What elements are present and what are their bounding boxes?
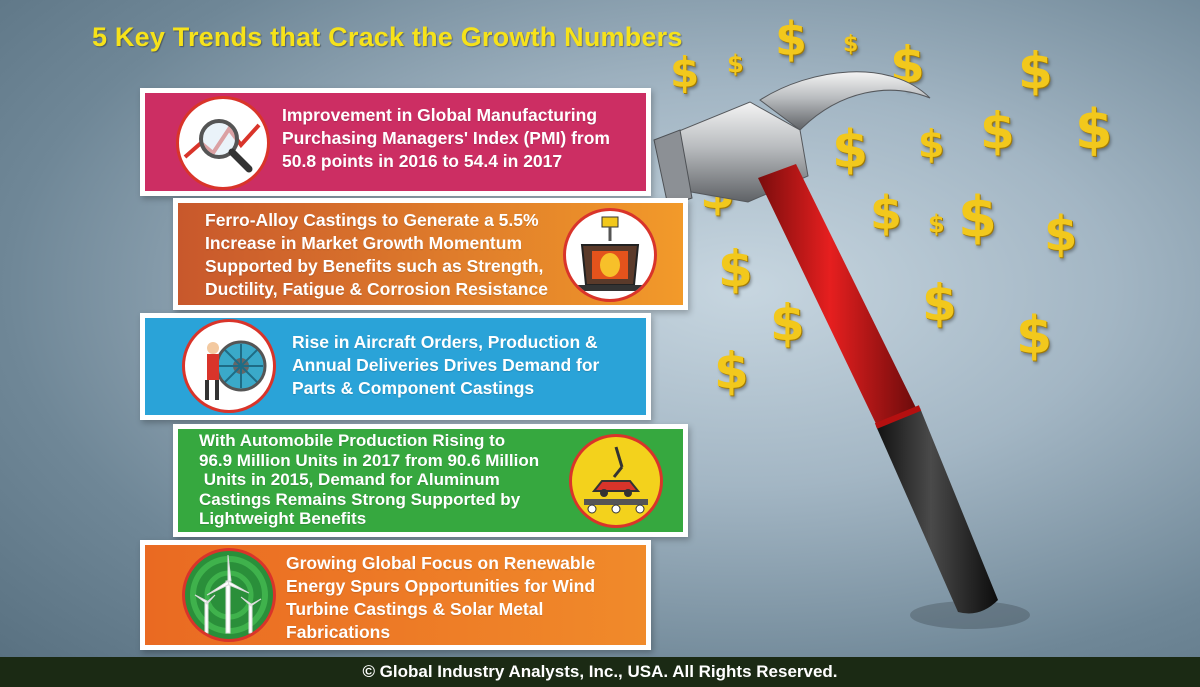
trend-4-line-5: Lightweight Benefits [199,509,367,528]
trend-3-line-3: Parts & Component Castings [292,378,535,398]
dollar-sign-icon: $ [922,274,957,332]
dollar-sign-icon: $ [775,12,808,66]
aircraft-engine-worker-icon [205,340,267,400]
trend-4-line-1: With Automobile Production Rising to [199,431,506,450]
trend-4-line-4: Castings Remains Strong Supported by [199,489,521,509]
dollar-sign-icon: $ [714,342,749,400]
page-title: 5 Key Trends that Crack the Growth Numbe… [92,22,683,52]
dollar-sign-icon: $ [870,186,903,240]
dollar-sign-icon: $ [843,32,859,57]
trend-card-4: With Automobile Production Rising to 96.… [173,424,688,537]
dollar-sign-icon: $ [727,50,744,78]
trend-2-line-1: Ferro-Alloy Castings to Generate a 5.5% [205,210,539,230]
dollar-sign-icon: $ [1018,42,1053,100]
trend-5-icon-circle [182,548,276,642]
wind-turbine-icon [190,554,268,634]
dollar-sign-icon: $ [928,210,945,238]
dollar-sign-icon: $ [718,240,753,298]
trend-5-line-3: Turbine Castings & Solar Metal [286,599,544,619]
dollar-sign-icon: $ [980,102,1015,160]
trend-5-line-2: Energy Spurs Opportunities for Wind [286,576,596,596]
trend-card-5: Growing Global Focus on Renewable Energy… [140,540,651,650]
trend-2-icon-circle [563,208,657,302]
dollar-sign-icon: $ [958,185,997,250]
trend-3-line-1: Rise in Aircraft Orders, Production & [292,332,598,352]
dollar-sign-icon: $ [670,48,700,97]
dollar-sign-icon: $ [1075,98,1113,161]
trend-4-line-3: Units in 2015, Demand for Aluminum [199,470,500,489]
trend-card-1: Improvement in Global Manufacturing Purc… [140,88,651,196]
trend-1-icon-circle [176,96,270,190]
trend-2-line-3: Supported by Benefits such as Strength, [205,256,544,276]
dollar-sign-icon: $ [770,294,805,352]
trend-2-line-4: Ductility, Fatigue & Corrosion Resistanc… [205,279,548,299]
trend-1-line-3: 50.8 points in 2016 to 54.4 in 2017 [282,151,563,171]
car-assembly-line-icon [584,446,648,514]
copyright-footer: © Global Industry Analysts, Inc., USA. A… [0,657,1200,687]
trend-3-line-2: Annual Deliveries Drives Demand for [292,355,600,375]
trend-card-3: Rise in Aircraft Orders, Production & An… [140,313,651,420]
hammer-icon [653,71,1030,629]
trend-3-icon-circle [182,319,276,413]
dollar-sign-icon: $ [832,120,869,180]
dollar-sign-icon: $ [1044,206,1078,262]
trend-4-icon-circle [569,434,663,528]
trend-card-2: Ferro-Alloy Castings to Generate a 5.5% … [173,198,688,310]
trend-5-line-1: Growing Global Focus on Renewable [286,553,596,573]
dollar-sign-icon: $ [1016,306,1053,366]
magnifier-chart-icon [183,119,261,173]
trend-5-line-4: Fabrications [286,622,391,642]
dollar-sign-icon: $ [918,122,945,166]
trend-2-line-2: Increase in Market Growth Momentum [205,233,523,253]
trend-1-line-1: Improvement in Global Manufacturing [282,105,598,125]
foundry-furnace-icon [576,216,644,291]
trend-1-line-2: Purchasing Managers' Index (PMI) from [282,128,610,148]
trend-4-line-2: 96.9 Million Units in 2017 from 90.6 Mil… [199,450,540,470]
